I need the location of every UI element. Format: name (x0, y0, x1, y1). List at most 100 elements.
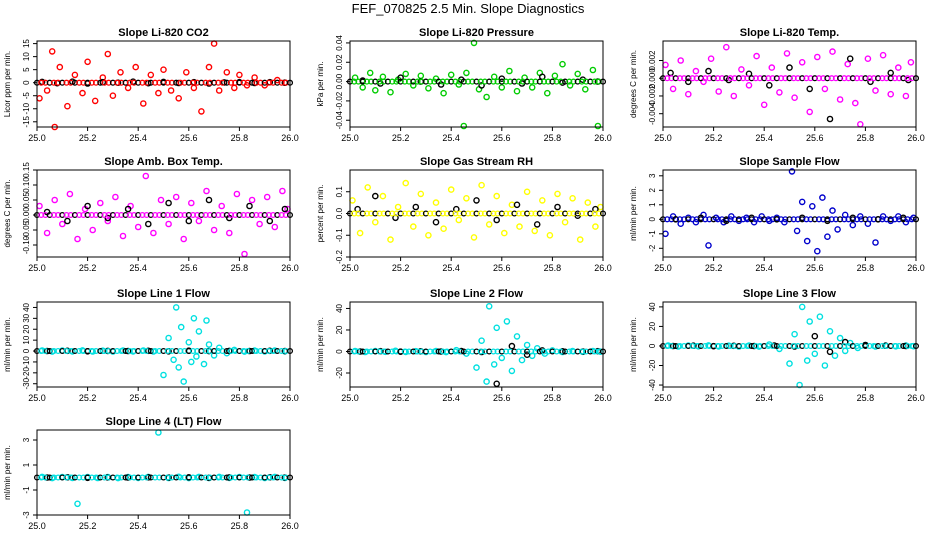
series-all (38, 429, 289, 516)
y-axis-label: kPa per min. (316, 62, 325, 107)
data-point (36, 95, 43, 102)
data-point (246, 347, 253, 355)
y-tick-label: 2 (648, 188, 657, 193)
data-point (210, 226, 218, 234)
x-tick-label: 25.0 (654, 133, 672, 143)
data-point (864, 55, 872, 63)
data-point (205, 341, 213, 348)
data-point (677, 57, 685, 64)
data-point (104, 50, 112, 58)
x-tick-label: 26.0 (281, 133, 299, 143)
data-point (157, 196, 165, 204)
series-all (662, 43, 915, 128)
data-point (829, 207, 836, 214)
x-tick-label: 25.8 (857, 263, 875, 273)
data-point (523, 351, 531, 359)
panel-title: Slope Li-820 CO2 (118, 27, 208, 39)
data-point (783, 50, 791, 57)
data-point (554, 203, 561, 211)
data-point (203, 187, 210, 195)
data-point (387, 88, 394, 96)
y-tick-label: 0.1 (335, 186, 344, 198)
data-point (803, 357, 811, 364)
data-point (478, 337, 485, 345)
data-point (582, 86, 589, 93)
data-point (195, 217, 203, 225)
panel-2: Slope Li-820 Pressure kPa per min. 25.0 25.… (316, 27, 612, 143)
y-axis-label: ml/min per min. (3, 317, 12, 372)
data-point (819, 194, 826, 201)
y-tick-label: 0.000 (648, 68, 657, 89)
data-point (185, 217, 193, 225)
dense-band (33, 79, 294, 86)
x-tick-label: 25.4 (755, 133, 773, 143)
dense-band (659, 342, 920, 350)
y-tick-label: 15 (22, 39, 31, 48)
data-point (539, 197, 546, 204)
panel-5: Slope Gas Stream RH percent per min. 25.0 2… (316, 156, 612, 273)
data-point (198, 108, 205, 115)
y-tick-label: 30 (22, 313, 31, 322)
panel-title: Slope Amb. Box Temp. (104, 156, 223, 168)
data-point (251, 74, 258, 81)
data-point (707, 55, 715, 63)
x-tick-label: 26.0 (281, 263, 299, 273)
data-point (43, 347, 51, 355)
data-point (84, 58, 91, 66)
data-point (155, 89, 162, 97)
dense-band (346, 348, 607, 355)
x-tick-label: 25.0 (28, 263, 46, 273)
data-point (409, 223, 417, 230)
x-tick-label: 25.4 (442, 393, 460, 403)
data-point (241, 250, 248, 258)
data-point (473, 364, 480, 371)
data-point (79, 89, 86, 97)
data-point (879, 51, 887, 59)
data-point (574, 70, 582, 78)
data-point (187, 199, 195, 207)
data-point (798, 59, 806, 66)
data-point (546, 231, 554, 239)
x-tick-label: 25.0 (28, 393, 46, 403)
panel-title: Slope Line 4 (LT) Flow (106, 416, 222, 428)
data-point (425, 85, 432, 92)
data-point (139, 100, 147, 107)
data-point (160, 371, 167, 379)
data-point (432, 199, 440, 206)
plot-frame (662, 40, 917, 128)
data-point (142, 172, 150, 180)
y-axis-label: ml/min per min. (629, 317, 638, 372)
data-point (165, 334, 172, 342)
data-point (447, 71, 455, 79)
y-tick-label: 40 (22, 302, 31, 311)
y-tick-label: -0.04 (335, 111, 344, 130)
x-tick-label: 25.2 (392, 133, 410, 143)
x-tick-label: 25.4 (442, 263, 460, 273)
plot-frame (662, 301, 917, 388)
panel-9: Slope Line 3 Flow ml/min per min. 25.0 25.2… (629, 288, 925, 403)
data-point (412, 203, 420, 211)
data-point (498, 75, 506, 82)
plot-frame (36, 169, 291, 258)
panel-1: Slope Li-820 CO2 Licor ppm per min. 25.0 25… (3, 27, 299, 143)
data-point (776, 89, 783, 96)
y-tick-label: -2 (648, 244, 657, 252)
data-point (887, 69, 895, 77)
data-point (43, 87, 51, 94)
dense-band (33, 211, 294, 219)
data-point (440, 89, 447, 97)
data-point (841, 347, 849, 355)
y-tick-label: -40 (648, 379, 657, 391)
data-point (371, 87, 379, 94)
x-tick-label: 26.0 (594, 263, 612, 273)
data-point (279, 187, 286, 195)
data-point (36, 202, 43, 210)
data-point (177, 323, 185, 331)
x-tick-label: 26.0 (594, 133, 612, 143)
data-point (806, 85, 814, 93)
data-point (463, 194, 470, 202)
data-point (266, 217, 274, 225)
data-point (692, 67, 700, 75)
data-point (478, 82, 485, 89)
x-tick-label: 26.0 (907, 393, 925, 403)
